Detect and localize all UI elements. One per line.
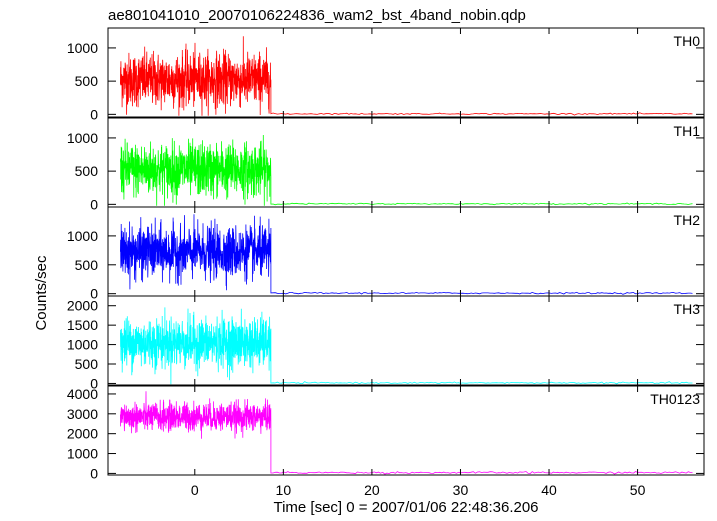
panel-th0123: 0 1000 2000 3000 4000 TH0123 xyxy=(67,385,705,481)
panel-frame xyxy=(107,295,705,386)
panel-th3: 0 500 1000 1500 2000 TH3 xyxy=(67,295,705,391)
y-tick-label: 1000 xyxy=(67,337,98,353)
panel-label: TH2 xyxy=(674,212,701,228)
panel-frame xyxy=(107,385,705,476)
y-tick-label: 2000 xyxy=(67,426,98,442)
y-tick-label: 500 xyxy=(75,163,99,179)
y-tick-label: 3000 xyxy=(67,406,98,422)
x-tick-label: 40 xyxy=(541,482,557,498)
y-tick-label: 500 xyxy=(75,356,99,372)
y-tick-label: 0 xyxy=(90,465,98,481)
y-axis-label: Counts/sec xyxy=(33,255,50,331)
y-tick-label: 1000 xyxy=(67,228,98,244)
panel-frame xyxy=(107,27,705,118)
series-th1 xyxy=(120,134,693,206)
y-tick-label: 0 xyxy=(90,286,98,302)
y-tick-label: 1000 xyxy=(67,446,98,462)
panel-label: TH3 xyxy=(674,301,701,317)
x-tick-label: 20 xyxy=(364,482,380,498)
chart-title: ae801041010_20070106224836_wam2_bst_4ban… xyxy=(108,7,526,24)
x-tick-label: 10 xyxy=(276,482,292,498)
y-tick-label: 2000 xyxy=(67,298,98,314)
panel-label: TH0123 xyxy=(650,391,700,407)
y-tick-label: 1000 xyxy=(67,40,98,56)
series-th3 xyxy=(120,307,693,385)
panel-th1: 0 500 1000 TH1 xyxy=(67,117,705,212)
x-tick-label: 50 xyxy=(630,482,646,498)
panel-label: TH1 xyxy=(674,123,701,139)
series-th2 xyxy=(120,214,693,295)
x-tick-label: 0 xyxy=(191,482,199,498)
y-tick-label: 500 xyxy=(75,257,99,273)
panel-th2: 0 500 1000 TH2 xyxy=(67,206,705,302)
x-tick-label: 30 xyxy=(453,482,469,498)
y-tick-label: 0 xyxy=(90,196,98,212)
y-tick-label: 4000 xyxy=(67,386,98,402)
series-th0123 xyxy=(120,391,693,475)
x-axis-label: Time [sec] 0 = 2007/01/06 22:48:36.206 xyxy=(273,499,538,516)
series-th0 xyxy=(120,36,693,116)
y-tick-label: 500 xyxy=(75,73,99,89)
panel-label: TH0 xyxy=(674,33,701,49)
panel-th0: 0 500 1000 TH0 xyxy=(67,27,705,122)
y-tick-label: 1500 xyxy=(67,317,98,333)
y-tick-label: 0 xyxy=(90,375,98,391)
y-tick-label: 0 xyxy=(90,106,98,122)
y-tick-label: 1000 xyxy=(67,130,98,146)
